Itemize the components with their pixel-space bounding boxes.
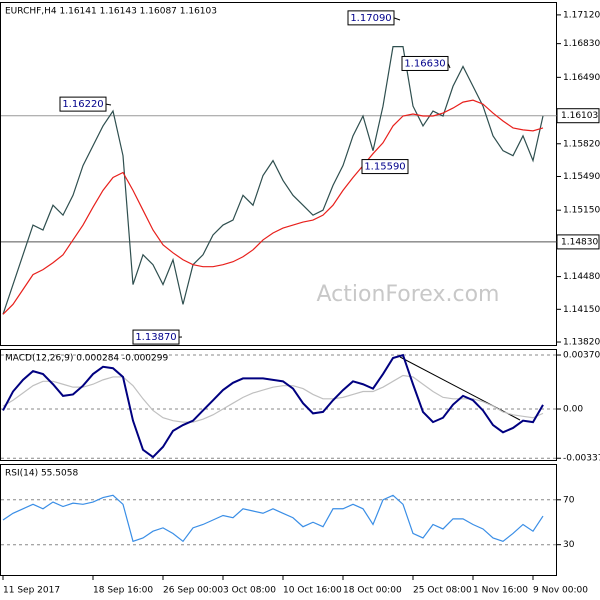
annotation-box — [347, 10, 395, 26]
annotation-leader — [105, 103, 112, 106]
price-panel — [0, 2, 557, 346]
annotation-label: 1.16220 — [62, 99, 103, 110]
x-tick-label: 3 Oct 08:00 — [223, 586, 276, 596]
y-tick-label: 0.003705 — [563, 351, 600, 361]
y-tick-label: 1.15820 — [563, 139, 600, 149]
y-tick-label: -0.003379 — [563, 454, 600, 464]
macd-panel — [0, 349, 557, 461]
annotation-label: 1.17090 — [350, 13, 391, 24]
annotation-box — [59, 96, 107, 112]
price-tag — [556, 108, 600, 124]
annotation-box — [401, 55, 449, 71]
y-tick-label: 1.16830 — [563, 39, 600, 49]
x-tick-label: 11 Sep 2017 — [3, 586, 60, 596]
x-tick-label: 18 Sep 16:00 — [93, 586, 153, 596]
annotation-box — [361, 159, 409, 175]
y-tick-label: 1.15150 — [563, 206, 600, 216]
y-tick-label: 1.13820 — [563, 338, 600, 348]
price-tag-label: 1.14830 — [561, 237, 598, 247]
x-tick-label: 25 Oct 08:00 — [413, 586, 472, 596]
price-tag-label: 1.16103 — [561, 111, 598, 121]
series-line — [2, 374, 544, 423]
y-tick-label: 1.14150 — [563, 305, 600, 315]
panel-title: RSI(14) 55.5058 — [5, 469, 78, 479]
annotation-box — [132, 329, 180, 345]
x-tick-label: 10 Oct 16:00 — [283, 586, 342, 596]
y-tick-label: 0.00 — [563, 405, 583, 415]
annotation-label: 1.15590 — [364, 162, 405, 173]
series-line — [2, 99, 544, 315]
rsi-panel — [0, 464, 557, 576]
panel-title: MACD(12,26,9) 0.000284 -0.000299 — [5, 354, 168, 364]
y-tick-label: 1.17120 — [563, 10, 600, 20]
x-tick-label: 18 Oct 00:00 — [343, 586, 402, 596]
series-line — [2, 494, 544, 543]
series-line — [2, 46, 544, 315]
annotation-label: 1.13870 — [135, 332, 176, 343]
x-tick-label: 9 Nov 00:00 — [533, 586, 588, 596]
y-tick-label: 1.16490 — [563, 73, 600, 83]
series-line — [2, 353, 544, 459]
y-tick-label: 1.15490 — [563, 172, 600, 182]
y-tick-label: 70 — [563, 495, 575, 505]
y-tick-label: 1.14480 — [563, 272, 600, 282]
x-tick-label: 1 Nov 16:00 — [473, 586, 528, 596]
annotation-label: 1.16630 — [404, 58, 445, 69]
x-tick-label: 26 Sep 00:00 — [163, 586, 223, 596]
watermark: ActionForex.com — [317, 282, 500, 307]
y-tick-label: 30 — [563, 540, 575, 550]
price-tag — [556, 234, 600, 250]
annotation-leader — [393, 17, 401, 21]
panel-title: EURCHF,H4 1.16141 1.16143 1.16087 1.1610… — [5, 7, 217, 17]
